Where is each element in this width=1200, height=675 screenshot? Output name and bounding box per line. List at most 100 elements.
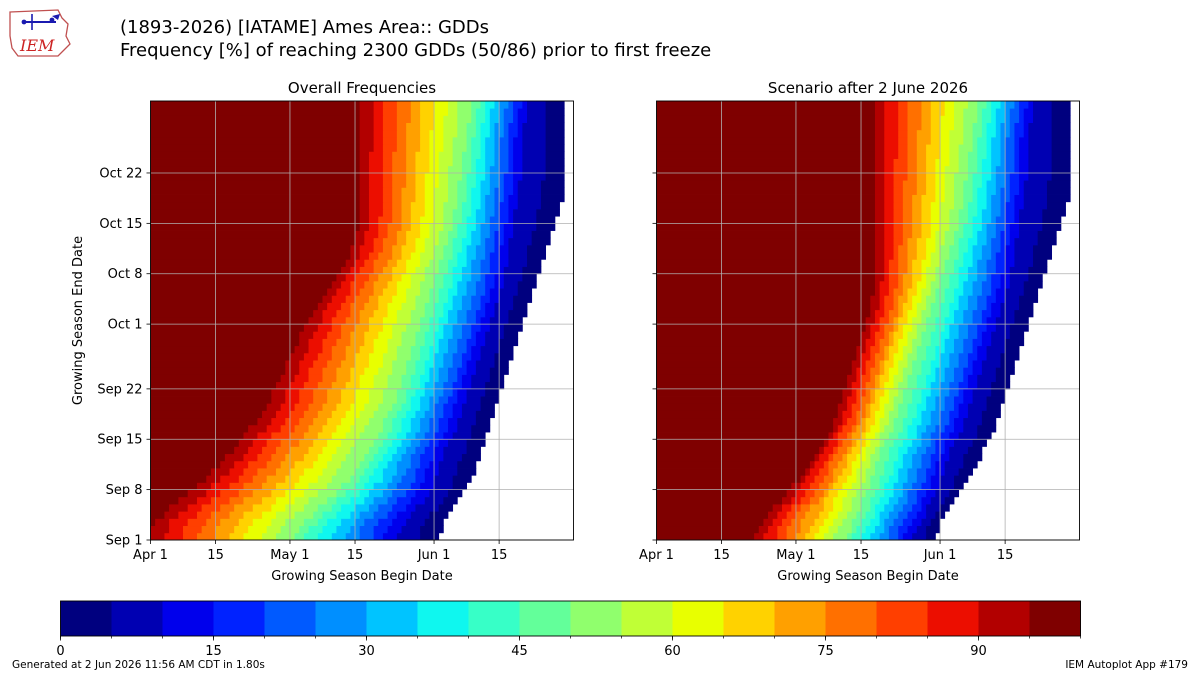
heatmap-cell xyxy=(545,108,565,116)
heatmap-cell xyxy=(447,424,458,433)
heatmap-cell xyxy=(916,165,927,174)
heatmap-cell xyxy=(930,460,936,469)
colorbar-swatch xyxy=(927,601,979,636)
heatmap-cell xyxy=(874,316,881,325)
heatmap-cell xyxy=(536,223,556,231)
heatmap-cell xyxy=(902,532,913,541)
heatmap-cell xyxy=(898,410,908,419)
heatmap-cell xyxy=(940,223,950,231)
heatmap-cell xyxy=(902,201,913,210)
heatmap-cell xyxy=(299,439,314,447)
heatmap-cell xyxy=(851,496,862,505)
heatmap-cell xyxy=(480,129,491,138)
heatmap-cell xyxy=(471,108,477,116)
heatmap-cell xyxy=(401,338,416,347)
heatmap-cell xyxy=(898,273,904,282)
heatmap-cell xyxy=(861,432,867,440)
heatmap-cell xyxy=(921,108,932,116)
heatmap-cell xyxy=(884,122,899,131)
heatmap-cell xyxy=(392,273,402,282)
heatmap-cell xyxy=(150,324,305,332)
heatmap-cell xyxy=(410,453,421,462)
heatmap-cell xyxy=(406,367,416,375)
heatmap-cell xyxy=(331,295,347,303)
heatmap-cell xyxy=(359,158,370,167)
heatmap-cell xyxy=(958,410,969,419)
heatmap-cell xyxy=(438,504,454,512)
heatmap-cell xyxy=(355,439,375,447)
heatmap-cell xyxy=(898,475,908,483)
heatmap-cell xyxy=(378,223,388,231)
heatmap-cell xyxy=(1000,309,1015,318)
heatmap-cell xyxy=(452,352,463,361)
heatmap-cell xyxy=(953,374,964,383)
heatmap-cell xyxy=(438,460,458,469)
heatmap-cell xyxy=(916,324,927,332)
heatmap-cell xyxy=(420,439,430,447)
heatmap-cell xyxy=(656,259,876,267)
heatmap-cell xyxy=(392,331,402,339)
heatmap-cell xyxy=(930,108,946,116)
heatmap-cell xyxy=(912,208,922,217)
heatmap-cell xyxy=(893,216,904,224)
heatmap-cell xyxy=(364,453,375,462)
colorbar-swatch xyxy=(366,601,418,636)
heatmap-cell xyxy=(150,388,272,397)
heatmap-cell xyxy=(355,468,365,476)
heatmap-cell xyxy=(907,316,913,325)
heatmap-cell xyxy=(438,165,449,174)
heatmap-cell xyxy=(847,489,857,498)
heatmap-cell xyxy=(345,489,361,498)
heatmap-cell xyxy=(457,187,467,195)
heatmap-cell xyxy=(373,108,384,116)
heatmap-cell xyxy=(466,194,472,203)
heatmap-cell xyxy=(981,309,992,318)
colorbar-tick-label: 60 xyxy=(664,644,681,659)
heatmap-cell xyxy=(434,482,454,491)
heatmap-cell xyxy=(387,460,398,469)
heatmap-cell xyxy=(870,496,881,505)
heatmap-cell xyxy=(1037,237,1057,246)
heatmap-cell xyxy=(345,273,356,282)
heatmap-cell xyxy=(396,432,407,440)
heatmap-cell xyxy=(893,424,904,433)
heatmap-cell xyxy=(656,374,848,383)
heatmap-cell xyxy=(527,115,547,123)
heatmap-cell xyxy=(513,158,523,167)
heatmap-cell xyxy=(313,331,328,339)
heatmap-cell xyxy=(308,446,323,455)
heatmap-cell xyxy=(285,367,300,375)
heatmap-cell xyxy=(392,453,402,462)
heatmap-cell xyxy=(874,165,885,174)
heatmap-cell xyxy=(902,424,908,433)
heatmap-cell xyxy=(457,367,467,375)
heatmap-cell xyxy=(210,511,230,519)
heatmap-cell xyxy=(953,367,964,375)
heatmap-cell xyxy=(262,482,277,491)
heatmap-cell xyxy=(215,532,230,541)
heatmap-cell xyxy=(447,165,463,174)
heatmap-cell xyxy=(438,266,449,275)
heatmap-cell xyxy=(392,165,407,174)
heatmap-cell xyxy=(847,374,857,383)
heatmap-cell xyxy=(164,511,179,519)
heatmap-cell xyxy=(396,237,407,246)
heatmap-cell xyxy=(401,187,416,195)
heatmap-cell xyxy=(392,158,407,167)
heatmap-cell xyxy=(949,453,964,462)
heatmap-cell xyxy=(1019,187,1025,195)
heatmap-cell xyxy=(930,360,941,368)
heatmap-cell xyxy=(884,223,894,231)
heatmap-cell xyxy=(884,144,899,152)
heatmap-cell xyxy=(461,244,467,253)
heatmap-cell xyxy=(471,273,481,282)
heatmap-cell xyxy=(252,504,272,512)
heatmap-cell xyxy=(874,151,885,159)
heatmap-cell xyxy=(851,360,862,368)
heatmap-cell xyxy=(461,266,472,275)
heatmap-cell xyxy=(991,237,1001,246)
heatmap-cell xyxy=(471,201,481,210)
heatmap-cell xyxy=(420,460,430,469)
logo-text: IEM xyxy=(19,36,55,55)
heatmap-cell xyxy=(884,525,890,534)
